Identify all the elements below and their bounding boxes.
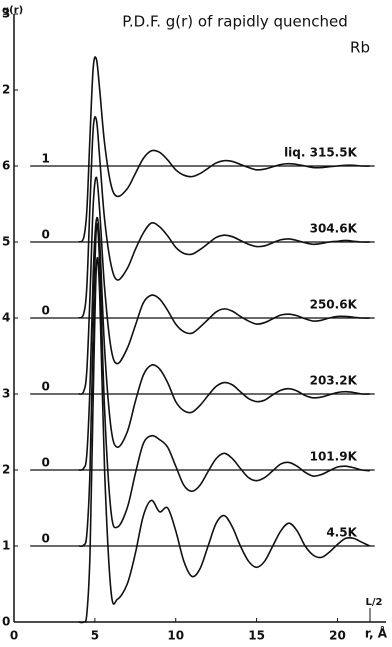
series-label: 101.9K [310, 450, 358, 464]
pdf-curve [78, 116, 370, 319]
y-tick-label: 2 [2, 83, 10, 97]
reference-label: 0 [41, 456, 49, 470]
pdf-curve [78, 256, 371, 624]
y-tick-label: 3 [2, 7, 10, 21]
y-tick-label: 6 [2, 159, 10, 173]
annotation: L/2 [366, 597, 383, 608]
series-label: 203.2K [310, 374, 358, 388]
y-tick-label: 4 [2, 311, 10, 325]
y-tick-label: 5 [2, 235, 10, 249]
reference-label: 0 [41, 228, 49, 242]
pdf-curve [78, 216, 370, 471]
x-tick-label: 5 [91, 629, 99, 643]
x-tick-label: 15 [248, 629, 265, 643]
y-axis-label: g(r) [2, 5, 23, 16]
reference-label: 0 [41, 380, 49, 394]
series-label: liq. 315.5K [284, 146, 358, 160]
y-tick-label: 2 [2, 463, 10, 477]
y-tick-label: 3 [2, 387, 10, 401]
reference-label: 0 [41, 304, 49, 318]
reference-label: 0 [41, 532, 49, 546]
pdf-curve [78, 56, 370, 243]
x-axis-label: r, Å [365, 626, 388, 641]
x-tick-label: 20 [329, 629, 346, 643]
series-label: 250.6K [310, 298, 358, 312]
series-label: 304.6K [310, 222, 358, 236]
pdf-curve [78, 176, 370, 395]
pdf-curve [78, 223, 370, 548]
x-tick-label: 10 [167, 629, 184, 643]
y-tick-label: 1 [2, 539, 10, 553]
chart-title: P.D.F. g(r) of rapidly quenched [122, 13, 348, 31]
x-tick-label: 0 [10, 629, 18, 643]
y-tick-label: 0 [2, 615, 10, 629]
series-label: 4.5K [326, 526, 357, 540]
chart-subtitle: Rb [350, 39, 370, 57]
reference-label: 1 [41, 152, 49, 166]
